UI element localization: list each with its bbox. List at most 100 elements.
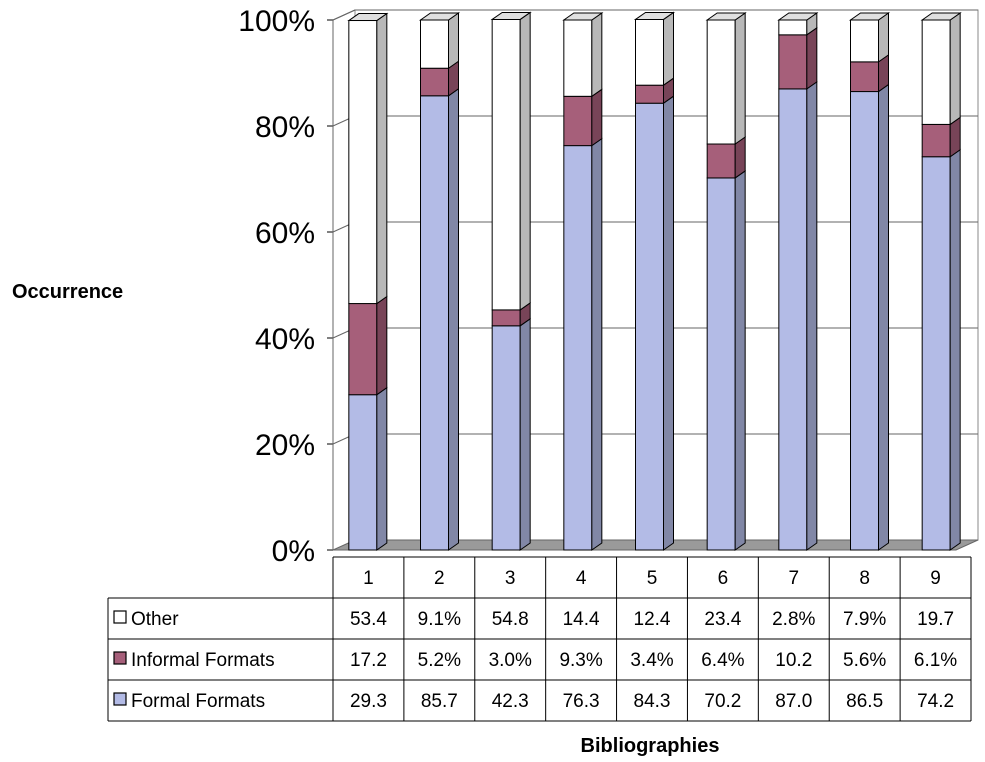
bar-segment-formal-formats	[420, 87, 459, 551]
bar-side	[376, 386, 388, 551]
bar-side	[519, 11, 531, 311]
bar-top	[848, 12, 891, 21]
category-label: 6	[718, 568, 729, 589]
bar-top	[920, 12, 962, 21]
category-label: 9	[930, 568, 941, 589]
table-cell: 6.1%	[914, 650, 957, 671]
table-cell: 85.7	[421, 691, 458, 712]
category-label: 8	[859, 568, 870, 589]
bar-front	[563, 95, 593, 147]
y-tick-label: 20%	[255, 429, 315, 462]
bar-segment-informal-formats	[706, 136, 746, 179]
table-cell: 5.6%	[843, 650, 886, 671]
bar-segment-informal-formats	[563, 88, 603, 147]
bar-top	[418, 12, 461, 21]
bar-segment-informal-formats	[635, 77, 674, 105]
table-cell: 17.2	[350, 650, 387, 671]
bar-front	[348, 394, 378, 551]
table-cell: 86.5	[846, 691, 883, 712]
bar-front	[778, 19, 808, 36]
table-cell: 3.0%	[489, 650, 532, 671]
bar-front	[348, 20, 378, 305]
bar-top	[705, 12, 747, 21]
table-cell: 7.9%	[843, 609, 886, 630]
table-cell: 84.3	[634, 691, 671, 712]
bar-side	[376, 12, 388, 305]
bar-front	[420, 67, 449, 97]
bar-front	[706, 143, 736, 179]
bar-front	[921, 123, 951, 158]
legend-swatch	[113, 651, 127, 665]
bar-front	[850, 61, 879, 93]
bar-side	[663, 95, 674, 551]
bar-side	[806, 26, 818, 90]
table-cell: 42.3	[492, 691, 529, 712]
bar-side	[519, 317, 531, 551]
table-cell: 5.2%	[418, 650, 461, 671]
y-tick-label: 100%	[238, 5, 315, 38]
category-label: 5	[647, 568, 658, 589]
bar-side	[448, 12, 459, 70]
bar-segment-other	[777, 12, 819, 36]
category-label: 4	[576, 568, 587, 589]
table-cell: 19.7	[917, 609, 954, 630]
bar-front	[420, 19, 449, 69]
legend-label: Informal Formats	[131, 650, 275, 671]
category-label: 3	[505, 568, 516, 589]
bar-segment-formal-formats	[563, 137, 603, 551]
bar-segment-other	[920, 12, 962, 126]
bar-front	[420, 95, 449, 551]
table-cell: 70.2	[704, 691, 741, 712]
bar-segment-formal-formats	[850, 83, 889, 551]
y-tick-label: 40%	[255, 323, 315, 356]
bar-side	[734, 12, 746, 145]
table-cell: 9.1%	[418, 609, 461, 630]
table-cell: 29.3	[350, 691, 387, 712]
y-axis-top	[332, 9, 356, 21]
bar-segment-informal-formats	[850, 53, 889, 93]
legend-swatch	[113, 610, 127, 624]
bar-segment-formal-formats	[921, 148, 961, 551]
bar-segment-other	[490, 11, 532, 311]
bar-front	[706, 177, 736, 551]
data-table: 1 2 3 4 5 6 7 8 9 Other 53.4 9.1% 54.8 14.4 12.4 23.4 2.…	[107, 556, 972, 722]
bar-side	[806, 80, 818, 551]
category-label: 7	[788, 568, 799, 589]
table-cell: 6.4%	[701, 650, 744, 671]
legend-label: Formal Formats	[131, 691, 265, 712]
bar-front	[635, 102, 664, 551]
category-label: 1	[363, 568, 374, 589]
category-label: 2	[434, 568, 445, 589]
bar-side	[591, 137, 603, 551]
bar-front	[921, 156, 951, 551]
y-tick-label: 0%	[272, 535, 315, 568]
table-cell: 76.3	[563, 691, 600, 712]
bar-segment-formal-formats	[778, 80, 818, 551]
bar-segment-formal-formats	[491, 317, 531, 551]
bar-top	[347, 13, 389, 22]
y-axis: 0% 20% 40% 60% 80% 100%	[238, 5, 356, 568]
bar-front	[850, 19, 879, 63]
legend-label: Other	[131, 609, 179, 630]
bar-segment-other	[562, 12, 604, 98]
table-cell: 3.4%	[630, 650, 673, 671]
bar-top	[633, 11, 676, 20]
table-cell: 12.4	[634, 609, 671, 630]
table-cell: 74.2	[917, 691, 954, 712]
bar-front	[921, 19, 951, 125]
bar-front	[491, 309, 521, 327]
bar-segment-other	[347, 12, 389, 305]
bar-side	[663, 11, 674, 87]
bar-side	[878, 12, 889, 63]
legend-swatch	[113, 692, 127, 706]
bar-front	[563, 19, 593, 97]
table-cell: 14.4	[563, 609, 600, 630]
bar-segment-formal-formats	[635, 95, 674, 551]
table-cell: 87.0	[775, 691, 812, 712]
table-cell: 54.8	[492, 609, 529, 630]
bar-front	[491, 18, 521, 311]
x-axis-label: Bibliographies	[581, 735, 720, 757]
bar-front	[778, 34, 808, 90]
bar-segment-formal-formats	[348, 386, 388, 551]
